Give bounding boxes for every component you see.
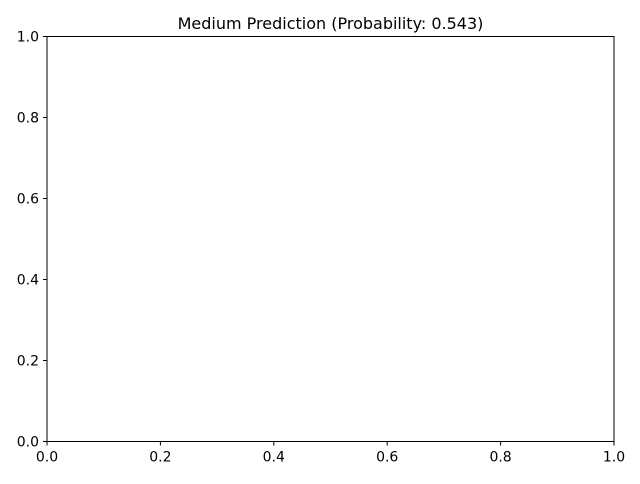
y-tick-label: 0.2	[17, 354, 39, 370]
y-tick-label: 0.0	[17, 435, 39, 451]
x-axis: 0.0 0.2 0.4 0.6 0.8 1.0	[36, 441, 625, 466]
y-tick-label: 0.8	[17, 111, 39, 127]
y-axis: 0.0 0.2 0.4 0.6 0.8 1.0	[17, 30, 47, 451]
plot-area	[46, 36, 615, 442]
x-tick-label: 1.0	[603, 450, 625, 466]
x-tick-label: 0.2	[149, 450, 171, 466]
y-tick-label: 0.4	[17, 273, 39, 289]
x-tick-label: 0.0	[36, 450, 58, 466]
x-tick-label: 0.8	[489, 450, 511, 466]
chart-title: Medium Prediction (Probability: 0.543)	[178, 14, 484, 33]
x-tick-label: 0.6	[376, 450, 398, 466]
y-tick-label: 0.6	[17, 192, 39, 208]
y-tick-label: 1.0	[17, 30, 39, 46]
x-tick-label: 0.4	[263, 450, 285, 466]
